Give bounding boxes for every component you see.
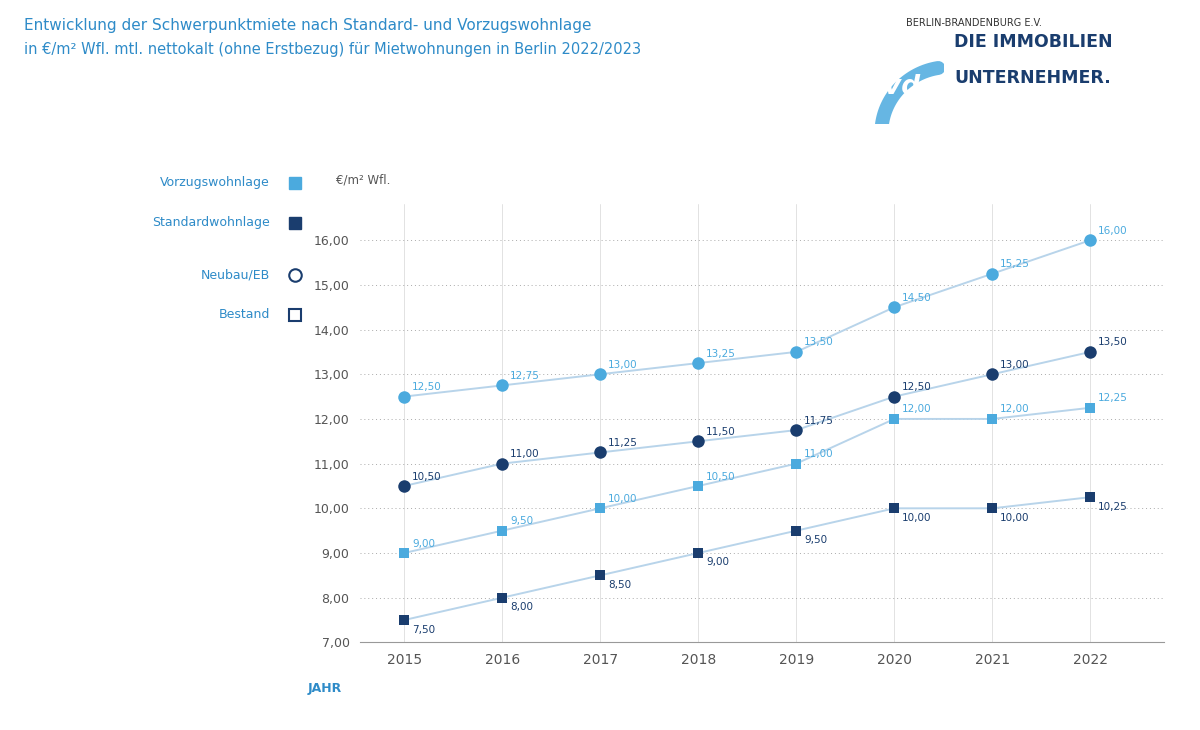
Text: 10,00: 10,00 (902, 512, 931, 523)
Text: 16,00: 16,00 (1098, 226, 1128, 236)
Text: 10,50: 10,50 (412, 472, 442, 482)
Text: 10,50: 10,50 (706, 472, 736, 482)
Text: 13,25: 13,25 (706, 349, 736, 358)
Text: 15,25: 15,25 (1001, 259, 1030, 269)
Text: 12,50: 12,50 (412, 382, 442, 392)
Text: 8,50: 8,50 (608, 580, 631, 590)
Text: 9,50: 9,50 (804, 535, 827, 545)
Text: 12,75: 12,75 (510, 371, 540, 381)
Text: €/m² Wfl.: €/m² Wfl. (336, 174, 390, 187)
Text: 12,00: 12,00 (902, 404, 932, 415)
Text: DIE IMMOBILIEN: DIE IMMOBILIEN (954, 33, 1112, 51)
Text: 11,75: 11,75 (804, 415, 834, 426)
Text: Vorzugswohnlage: Vorzugswohnlage (161, 176, 270, 189)
Text: 7,50: 7,50 (412, 625, 436, 634)
Text: 13,50: 13,50 (1098, 337, 1128, 347)
Text: 11,50: 11,50 (706, 427, 736, 437)
Text: 11,00: 11,00 (804, 449, 834, 459)
Text: 10,00: 10,00 (608, 494, 637, 504)
Text: ivd: ivd (875, 74, 920, 100)
Text: 9,00: 9,00 (412, 539, 434, 548)
Text: 12,00: 12,00 (1001, 404, 1030, 415)
Text: BERLIN-BRANDENBURG E.V.: BERLIN-BRANDENBURG E.V. (906, 18, 1042, 28)
Text: 8,00: 8,00 (510, 602, 533, 612)
Text: Neubau/EB: Neubau/EB (200, 269, 270, 281)
Text: Entwicklung der Schwerpunktmiete nach Standard- und Vorzugswohnlage: Entwicklung der Schwerpunktmiete nach St… (24, 18, 592, 34)
Text: 10,00: 10,00 (1001, 512, 1030, 523)
Text: 13,00: 13,00 (1001, 360, 1030, 370)
Text: 10,25: 10,25 (1098, 502, 1128, 512)
Text: 13,00: 13,00 (608, 360, 637, 370)
Text: 13,50: 13,50 (804, 337, 834, 347)
Text: 9,00: 9,00 (706, 558, 730, 567)
Text: JAHR: JAHR (307, 682, 342, 695)
Text: 12,25: 12,25 (1098, 393, 1128, 403)
Text: 12,50: 12,50 (902, 382, 932, 392)
Text: Standardwohnlage: Standardwohnlage (152, 216, 270, 229)
Text: 11,25: 11,25 (608, 438, 638, 448)
Text: Bestand: Bestand (218, 309, 270, 321)
Text: in €/m² Wfl. mtl. nettokalt (ohne Erstbezug) für Mietwohnungen in Berlin 2022/20: in €/m² Wfl. mtl. nettokalt (ohne Erstbe… (24, 42, 641, 58)
Text: 9,50: 9,50 (510, 516, 533, 526)
Text: 11,00: 11,00 (510, 449, 540, 459)
Text: 14,50: 14,50 (902, 293, 932, 303)
Text: UNTERNEHMER.: UNTERNEHMER. (954, 69, 1111, 88)
